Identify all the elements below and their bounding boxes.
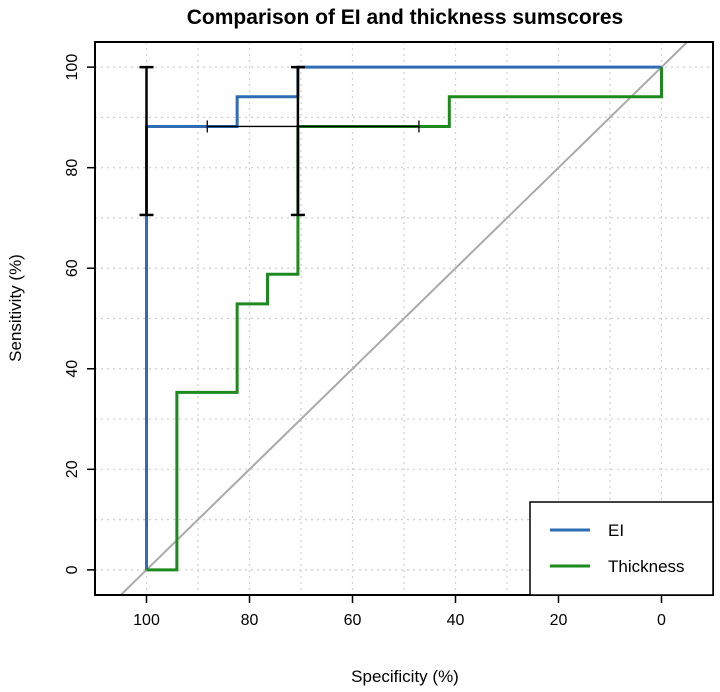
legend-box xyxy=(529,501,714,596)
x-tick-label: 20 xyxy=(550,612,568,629)
y-axis: 0 20 40 60 80 100 xyxy=(64,54,95,574)
y-tick-label: 0 xyxy=(64,565,81,574)
y-tick-label: 80 xyxy=(64,159,81,177)
x-tick-label: 60 xyxy=(344,612,362,629)
x-axis: 100 80 60 40 20 0 xyxy=(133,595,666,629)
legend-label-thickness: Thickness xyxy=(608,557,685,576)
x-tick-label: 80 xyxy=(241,612,259,629)
y-tick-label: 40 xyxy=(64,360,81,378)
reference-diagonal xyxy=(120,41,688,596)
legend-label-ei: EI xyxy=(608,521,624,540)
x-axis-label: Specificity (%) xyxy=(351,667,459,686)
y-tick-label: 20 xyxy=(64,460,81,478)
legend: EI Thickness xyxy=(529,501,714,596)
y-axis-label: Sensitivity (%) xyxy=(6,254,25,362)
x-tick-label: 0 xyxy=(657,612,666,629)
y-tick-label: 100 xyxy=(64,54,81,81)
series-line-thickness xyxy=(146,67,663,572)
chart-title: Comparison of EI and thickness sumscores xyxy=(187,6,623,29)
plot-frame xyxy=(94,41,714,596)
x-tick-label: 100 xyxy=(133,612,160,629)
y-tick-label: 60 xyxy=(64,259,81,277)
error-bars xyxy=(139,65,420,217)
x-tick-label: 40 xyxy=(447,612,465,629)
